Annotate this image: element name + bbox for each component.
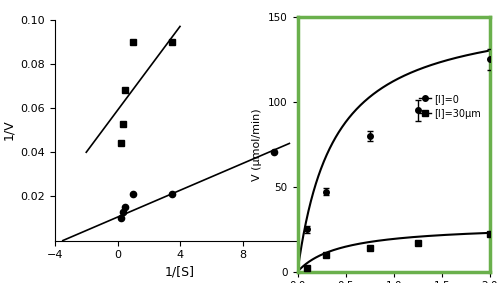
- Y-axis label: 1/V: 1/V: [2, 120, 15, 140]
- X-axis label: 1/[S]: 1/[S]: [165, 266, 195, 279]
- Legend: [I]=0, [I]=30μm: [I]=0, [I]=30μm: [415, 90, 485, 123]
- Y-axis label: V (μmol/min): V (μmol/min): [252, 108, 262, 181]
